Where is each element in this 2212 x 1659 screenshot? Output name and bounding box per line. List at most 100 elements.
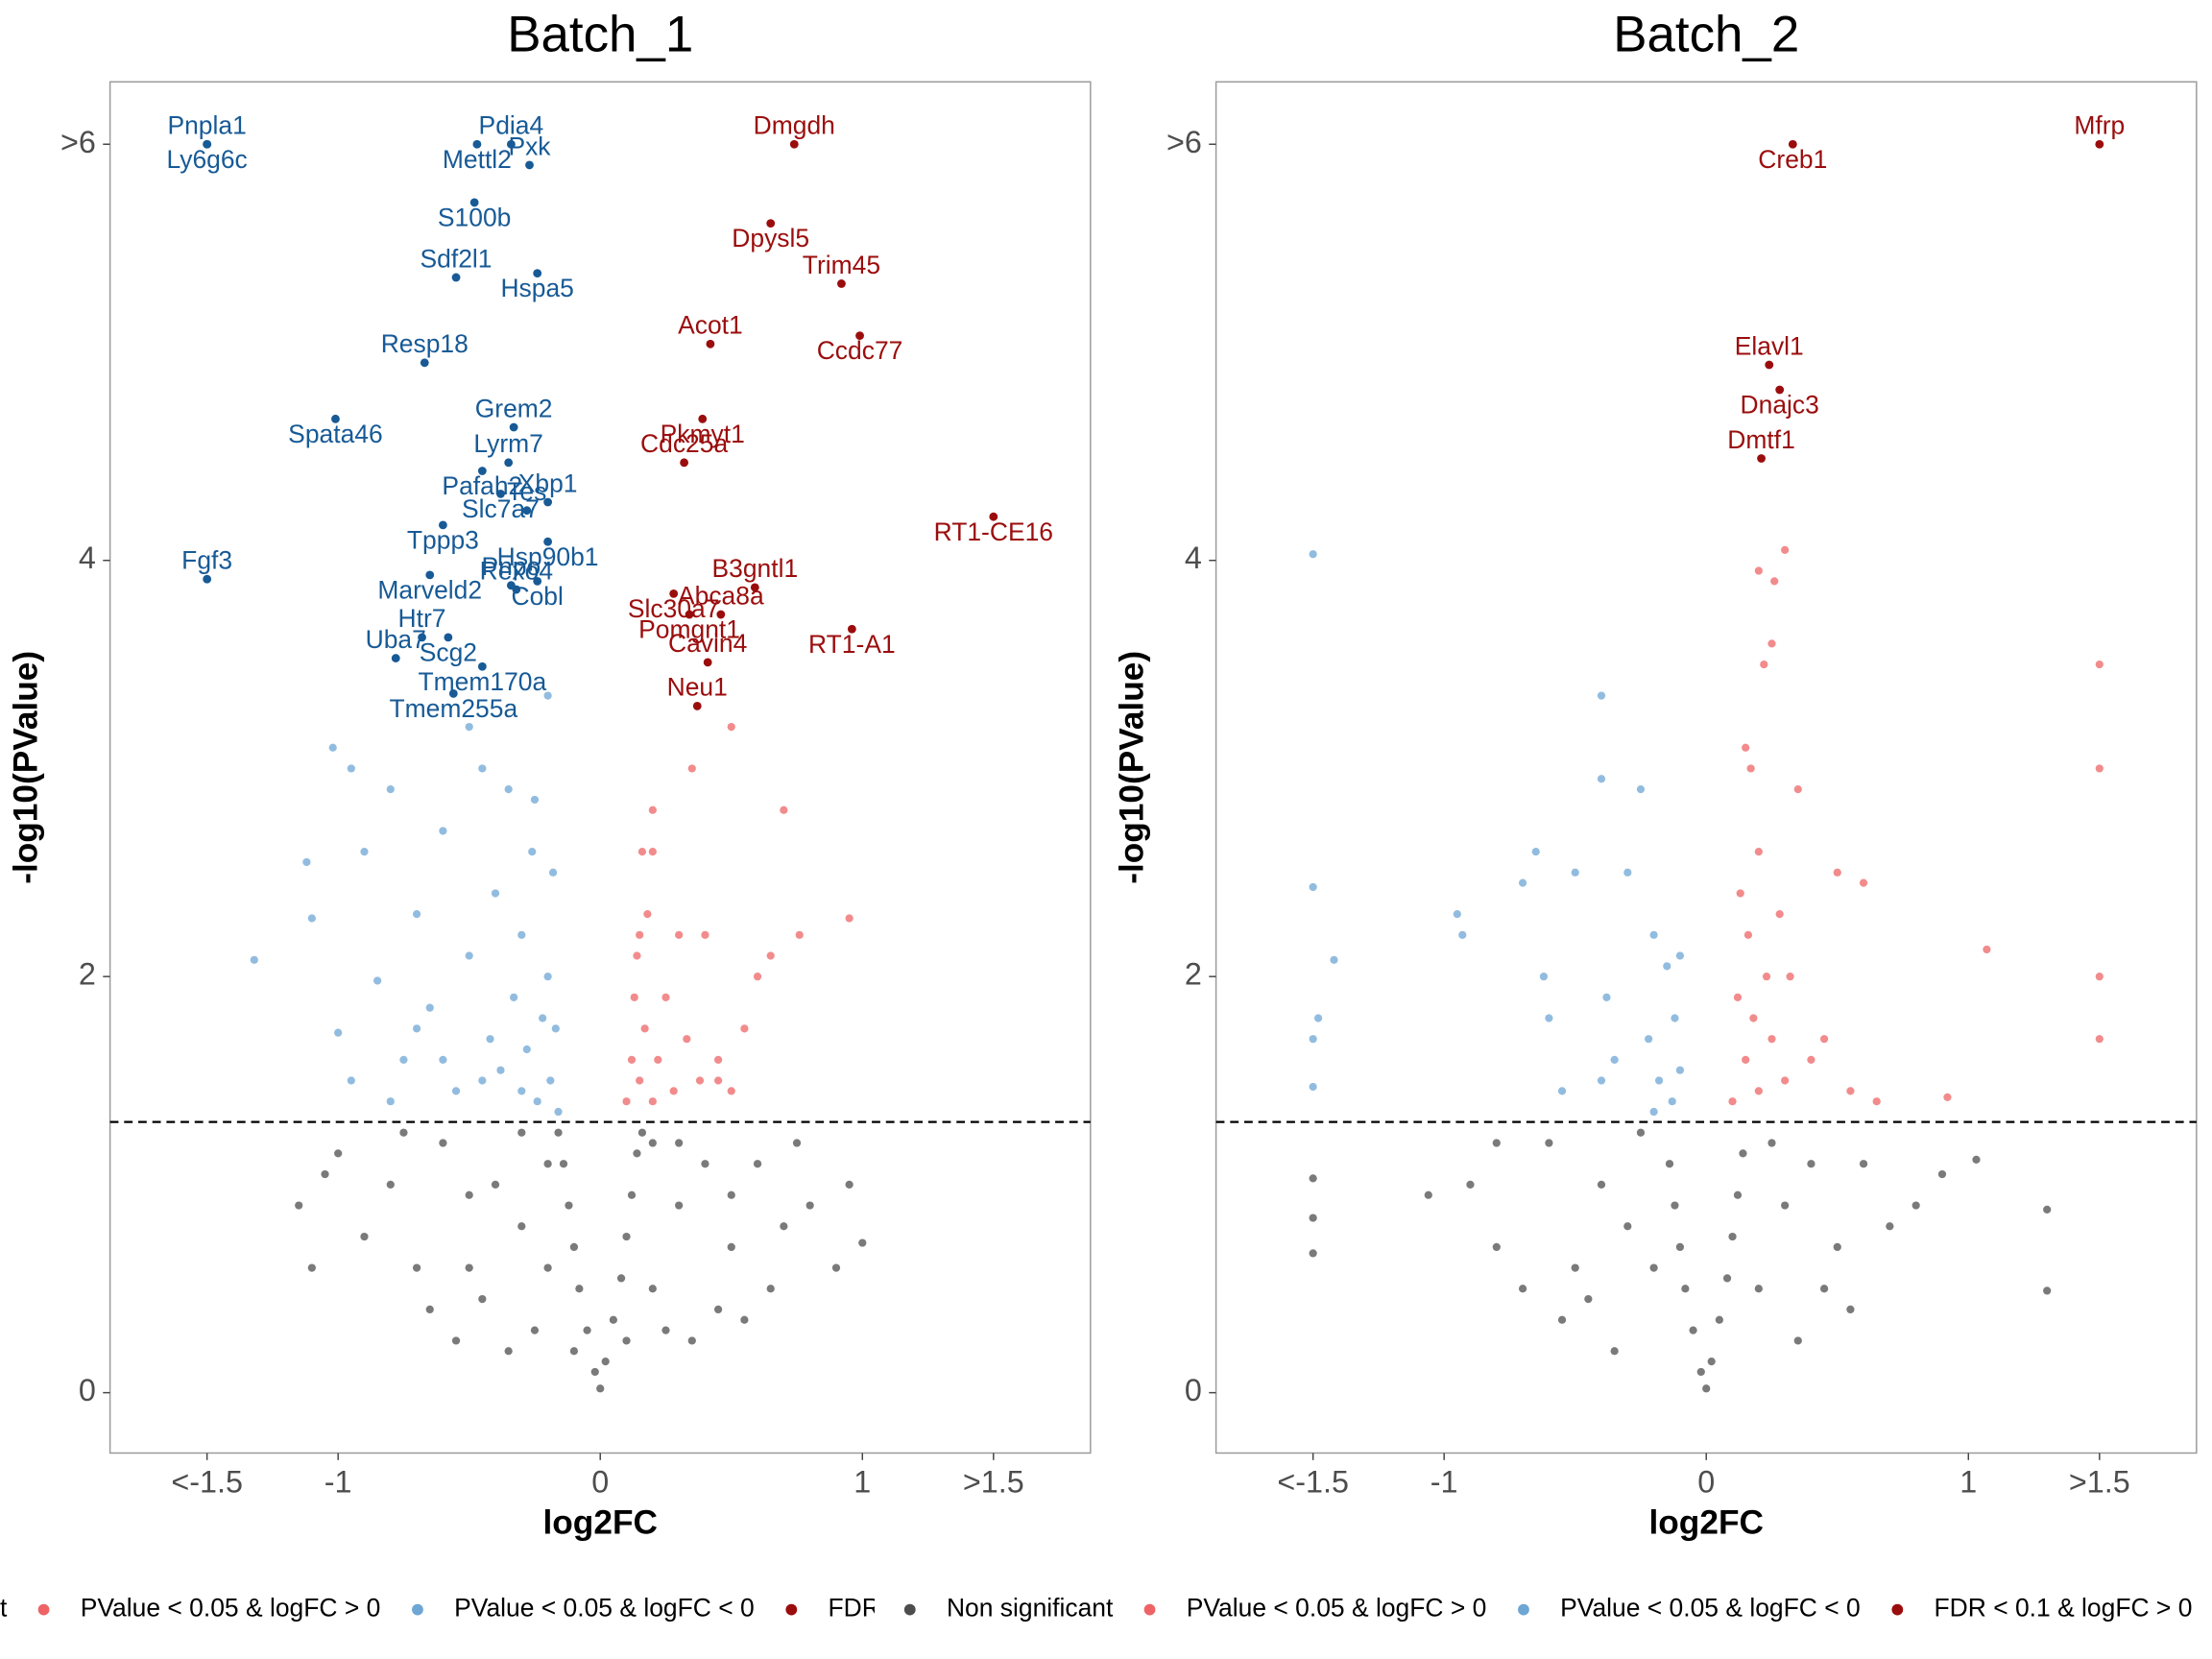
y-tick-label: 4 bbox=[1185, 541, 1202, 575]
point bbox=[675, 1201, 684, 1210]
point bbox=[701, 930, 709, 939]
point bbox=[1518, 878, 1527, 887]
point bbox=[1668, 1097, 1676, 1106]
point bbox=[1689, 1326, 1697, 1334]
point bbox=[565, 1201, 573, 1210]
point-label: Creb1 bbox=[1758, 145, 1827, 174]
point bbox=[1937, 1169, 1947, 1179]
point bbox=[347, 764, 355, 773]
x-tick-label: 0 bbox=[591, 1464, 609, 1499]
point-label: Lyrm7 bbox=[473, 429, 542, 458]
point bbox=[1728, 1232, 1737, 1241]
point bbox=[1557, 1087, 1567, 1095]
point bbox=[478, 1294, 487, 1304]
point bbox=[1788, 139, 1797, 149]
point bbox=[633, 1149, 641, 1158]
x-axis-title: log2FC bbox=[542, 1504, 657, 1542]
point bbox=[491, 889, 500, 898]
point bbox=[203, 139, 212, 149]
point bbox=[418, 633, 426, 642]
point bbox=[439, 1139, 447, 1147]
point bbox=[1597, 1076, 1606, 1085]
point bbox=[295, 1201, 303, 1210]
point-label: B3gntl1 bbox=[711, 554, 798, 583]
legend-label: PValue < 0.05 & logFC > 0 bbox=[81, 1594, 381, 1623]
point-label: Dnajc3 bbox=[1741, 391, 1819, 420]
point bbox=[1492, 1242, 1501, 1252]
point-label: Ccdc77 bbox=[817, 336, 903, 365]
legend-key bbox=[903, 1603, 916, 1616]
point bbox=[554, 1128, 563, 1137]
point-label: Tppp3 bbox=[407, 525, 479, 554]
point bbox=[590, 1367, 599, 1377]
point bbox=[1649, 930, 1658, 939]
point bbox=[2095, 660, 2104, 669]
point bbox=[491, 1180, 500, 1190]
point bbox=[1453, 910, 1461, 919]
point bbox=[546, 1076, 555, 1085]
point bbox=[1492, 1139, 1501, 1147]
point bbox=[1671, 1201, 1679, 1210]
point bbox=[766, 219, 776, 228]
point bbox=[698, 414, 708, 423]
point-label: Grem2 bbox=[475, 394, 553, 422]
point bbox=[478, 764, 487, 773]
point bbox=[1539, 973, 1549, 981]
point bbox=[551, 1024, 560, 1033]
point bbox=[692, 702, 702, 710]
point bbox=[373, 976, 382, 985]
point-label: Scg2 bbox=[420, 638, 477, 667]
point bbox=[622, 1097, 631, 1106]
point bbox=[622, 1336, 631, 1345]
point-label: Xbp1 bbox=[518, 469, 578, 497]
point bbox=[543, 1160, 552, 1168]
point bbox=[1597, 775, 1606, 783]
point bbox=[636, 1076, 644, 1085]
point bbox=[637, 848, 647, 856]
point bbox=[575, 1285, 584, 1293]
point-label: Ly6g6c bbox=[167, 145, 248, 174]
point-label: Pdia4 bbox=[479, 111, 544, 140]
y-tick-label: 0 bbox=[1185, 1373, 1202, 1407]
point bbox=[1786, 973, 1794, 981]
point bbox=[713, 1076, 723, 1085]
point-label: Trim45 bbox=[803, 251, 880, 279]
x-tick-label: >1.5 bbox=[2069, 1464, 2130, 1499]
point bbox=[360, 1232, 369, 1241]
point bbox=[596, 1384, 605, 1393]
point bbox=[517, 1222, 526, 1231]
point bbox=[1760, 660, 1768, 669]
legend-key bbox=[1518, 1603, 1529, 1616]
point bbox=[472, 139, 482, 149]
point bbox=[706, 339, 715, 349]
point bbox=[1767, 1139, 1776, 1147]
x-tick-label: 0 bbox=[1697, 1464, 1715, 1499]
point bbox=[2095, 139, 2104, 149]
point bbox=[1886, 1222, 1894, 1231]
point bbox=[469, 198, 479, 207]
point bbox=[654, 1055, 662, 1064]
point bbox=[420, 358, 429, 368]
point bbox=[425, 1003, 434, 1012]
point bbox=[583, 1326, 591, 1334]
point-label: Dmtf1 bbox=[1727, 425, 1795, 454]
point bbox=[1330, 955, 1338, 964]
point bbox=[1765, 360, 1774, 370]
point bbox=[412, 910, 421, 919]
point bbox=[1722, 1274, 1732, 1283]
point-label: RT1-A1 bbox=[808, 630, 896, 659]
point-label: Resp18 bbox=[381, 329, 469, 358]
point bbox=[1767, 639, 1776, 648]
point bbox=[496, 489, 505, 498]
point-label: Hsp90b1 bbox=[497, 542, 599, 571]
point bbox=[669, 589, 679, 598]
point bbox=[792, 1139, 802, 1147]
point bbox=[640, 1024, 649, 1033]
point bbox=[1807, 1055, 1815, 1064]
point bbox=[477, 467, 487, 475]
point bbox=[1649, 1107, 1658, 1117]
point bbox=[1571, 868, 1579, 877]
legend-key bbox=[785, 1603, 798, 1616]
point-label: Dpysl5 bbox=[732, 224, 809, 252]
point-label: Fgf3 bbox=[181, 546, 232, 575]
